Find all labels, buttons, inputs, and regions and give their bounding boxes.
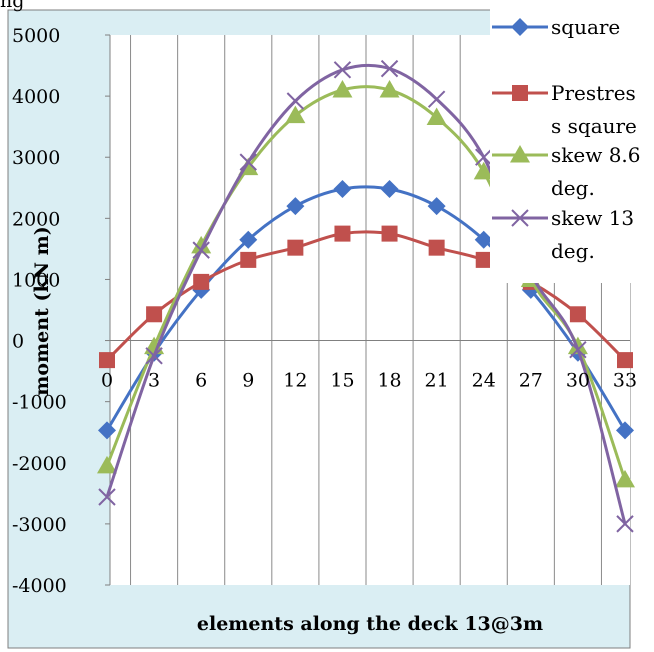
y-tick-label: -4000 (12, 575, 67, 597)
y-tick-label: 4000 (12, 86, 60, 108)
legend-label: s sqaure (551, 114, 637, 138)
data-point (239, 230, 258, 249)
y-tick-label: 5000 (12, 25, 60, 47)
data-point (99, 352, 115, 369)
data-point (569, 341, 587, 359)
data-point (334, 225, 351, 242)
data-point (287, 239, 304, 256)
y-tick-label: -2000 (12, 453, 67, 475)
data-point (380, 59, 399, 78)
data-point (616, 515, 634, 533)
x-tick-label: 3 (148, 370, 160, 392)
data-point (286, 92, 305, 110)
data-point (473, 161, 494, 180)
data-point (615, 469, 635, 488)
data-point (381, 225, 398, 242)
series-layer (97, 59, 635, 533)
legend-entry-3: skew 13 deg. (492, 206, 634, 263)
x-tick-label: 9 (242, 370, 254, 392)
data-point (428, 239, 445, 256)
x-tick-label: 12 (283, 370, 307, 392)
data-point (567, 336, 588, 355)
legend-marker (511, 209, 529, 227)
x-tick-label: 27 (519, 370, 543, 392)
x-tick-label: 24 (472, 370, 496, 392)
data-point (240, 251, 257, 268)
data-point (191, 235, 212, 254)
legend-entry-1: Prestres s sqaure (492, 81, 637, 138)
data-point (475, 251, 492, 268)
y-tick-label: -1000 (12, 392, 67, 414)
legend-label: skew 13 (551, 206, 634, 230)
legend-label: deg. (551, 239, 595, 263)
data-point (474, 230, 493, 249)
title-fragment: ng (0, 0, 24, 12)
data-point (285, 105, 306, 124)
data-point (193, 273, 210, 290)
y-axis-title: moment (kN m) (31, 226, 53, 395)
data-point (146, 306, 163, 323)
data-point (145, 347, 163, 365)
data-point (475, 148, 493, 166)
data-point (617, 352, 633, 369)
legend-label: deg. (551, 176, 595, 200)
x-tick-label: 18 (377, 370, 401, 392)
y-tick-label: -3000 (12, 514, 67, 536)
data-point (333, 180, 352, 198)
x-axis-title: elements along the deck 13@3m (197, 613, 543, 635)
data-point (286, 197, 305, 216)
series-line (105, 185, 627, 432)
x-tick-label: 21 (425, 370, 449, 392)
data-point (332, 80, 353, 98)
data-point (616, 421, 634, 440)
x-tick-label: 15 (330, 370, 354, 392)
y-tick-label: 0 (12, 331, 24, 353)
tick-labels: 5000 4000 3000 2000 1000 0 -1000 -2000 -3000 -400… (12, 25, 637, 597)
data-point (98, 421, 116, 440)
x-tick-label: 33 (613, 370, 637, 392)
data-point (427, 90, 446, 108)
data-point (97, 455, 117, 474)
data-point (379, 80, 400, 98)
data-point (427, 197, 446, 216)
x-tick-label: 30 (566, 370, 590, 392)
legend-label: Prestres (551, 81, 636, 105)
data-point (380, 180, 399, 198)
data-point (333, 61, 352, 79)
legend-label: skew 8.6 (551, 143, 641, 167)
legend-marker (512, 85, 528, 101)
data-point (98, 488, 116, 506)
series-line (105, 63, 627, 525)
legend-label: square (551, 15, 620, 39)
series-3 (98, 59, 634, 533)
legend-marker (511, 18, 529, 36)
series-line (105, 85, 627, 481)
x-tick-label: 6 (195, 370, 207, 392)
legend-marker (510, 145, 530, 163)
legend-entry-0: square (492, 15, 620, 39)
y-tick-label: 1000 (12, 269, 60, 291)
x-tick-label: 0 (101, 370, 113, 392)
data-point (192, 241, 210, 259)
y-tick-label: 3000 (12, 147, 60, 169)
legend-box (490, 0, 654, 283)
data-point (569, 306, 586, 323)
y-tick-label: 2000 (12, 208, 60, 230)
data-point (426, 107, 447, 125)
legend-entry-2: skew 8.6 deg. (492, 143, 641, 200)
data-point (239, 153, 257, 171)
